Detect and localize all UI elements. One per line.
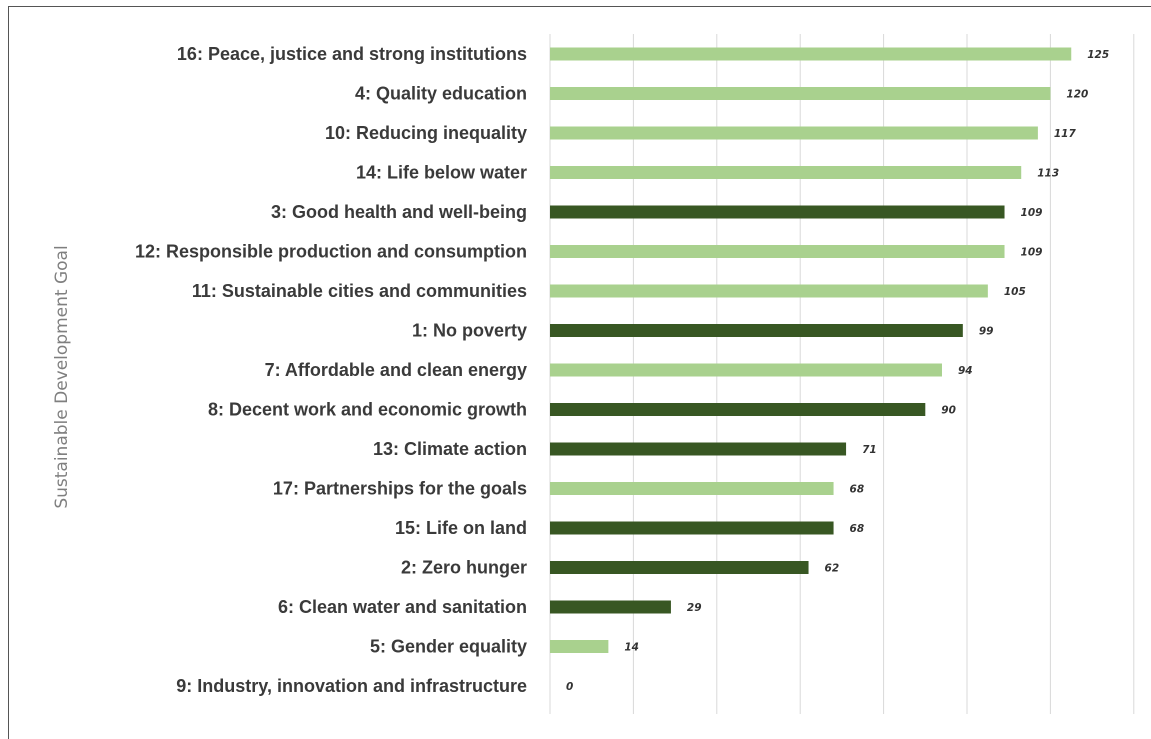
category-label: 13: Climate action	[373, 439, 527, 459]
category-label: 12: Responsible production and consumpti…	[135, 242, 527, 262]
category-label: 11: Sustainable cities and communities	[192, 281, 527, 301]
bar	[550, 324, 963, 337]
data-label: 71	[862, 444, 877, 456]
category-label: 7: Affordable and clean energy	[265, 360, 527, 380]
data-label: 14	[624, 642, 639, 654]
bar	[550, 166, 1022, 179]
bar	[550, 442, 847, 456]
data-label: 120	[1066, 89, 1088, 101]
data-label: 105	[1004, 286, 1026, 298]
bar	[550, 482, 834, 495]
category-label: 8: Decent work and economic growth	[208, 400, 527, 420]
category-label: 4: Quality education	[355, 84, 527, 104]
data-label: 125	[1087, 49, 1109, 61]
category-label: 2: Zero hunger	[401, 558, 527, 578]
bar	[550, 561, 809, 574]
data-label: 99	[979, 326, 994, 338]
category-label: 10: Reducing inequality	[325, 123, 527, 143]
category-label: 16: Peace, justice and strong institutio…	[177, 44, 527, 64]
bar	[550, 403, 926, 416]
category-label: 3: Good health and well-being	[271, 202, 527, 222]
data-label: 94	[958, 365, 973, 377]
category-label: 5: Gender equality	[370, 637, 527, 657]
bar	[550, 87, 1051, 100]
category-label: 17: Partnerships for the goals	[273, 479, 527, 499]
data-label: 68	[850, 484, 865, 496]
data-label: 90	[941, 405, 956, 417]
bar	[550, 521, 834, 535]
bar	[550, 126, 1038, 140]
data-label: 68	[850, 523, 865, 535]
bar	[550, 245, 1005, 258]
category-label: 6: Clean water and sanitation	[278, 597, 527, 617]
data-label: 113	[1037, 168, 1059, 180]
category-label: 15: Life on land	[395, 518, 527, 538]
data-label: 62	[825, 563, 840, 575]
category-label: 9: Industry, innovation and infrastructu…	[176, 676, 527, 696]
data-label: 117	[1054, 128, 1077, 140]
data-label: 109	[1021, 247, 1043, 259]
data-label: 29	[687, 602, 702, 614]
category-label: 1: No poverty	[412, 321, 527, 341]
category-label: 14: Life below water	[356, 163, 527, 183]
bar	[550, 640, 609, 653]
bar	[550, 284, 988, 298]
bar	[550, 47, 1072, 61]
bar	[550, 363, 942, 377]
data-label: 0	[566, 681, 573, 693]
bar	[550, 205, 1005, 219]
bar	[550, 600, 671, 614]
data-label: 109	[1021, 207, 1043, 219]
